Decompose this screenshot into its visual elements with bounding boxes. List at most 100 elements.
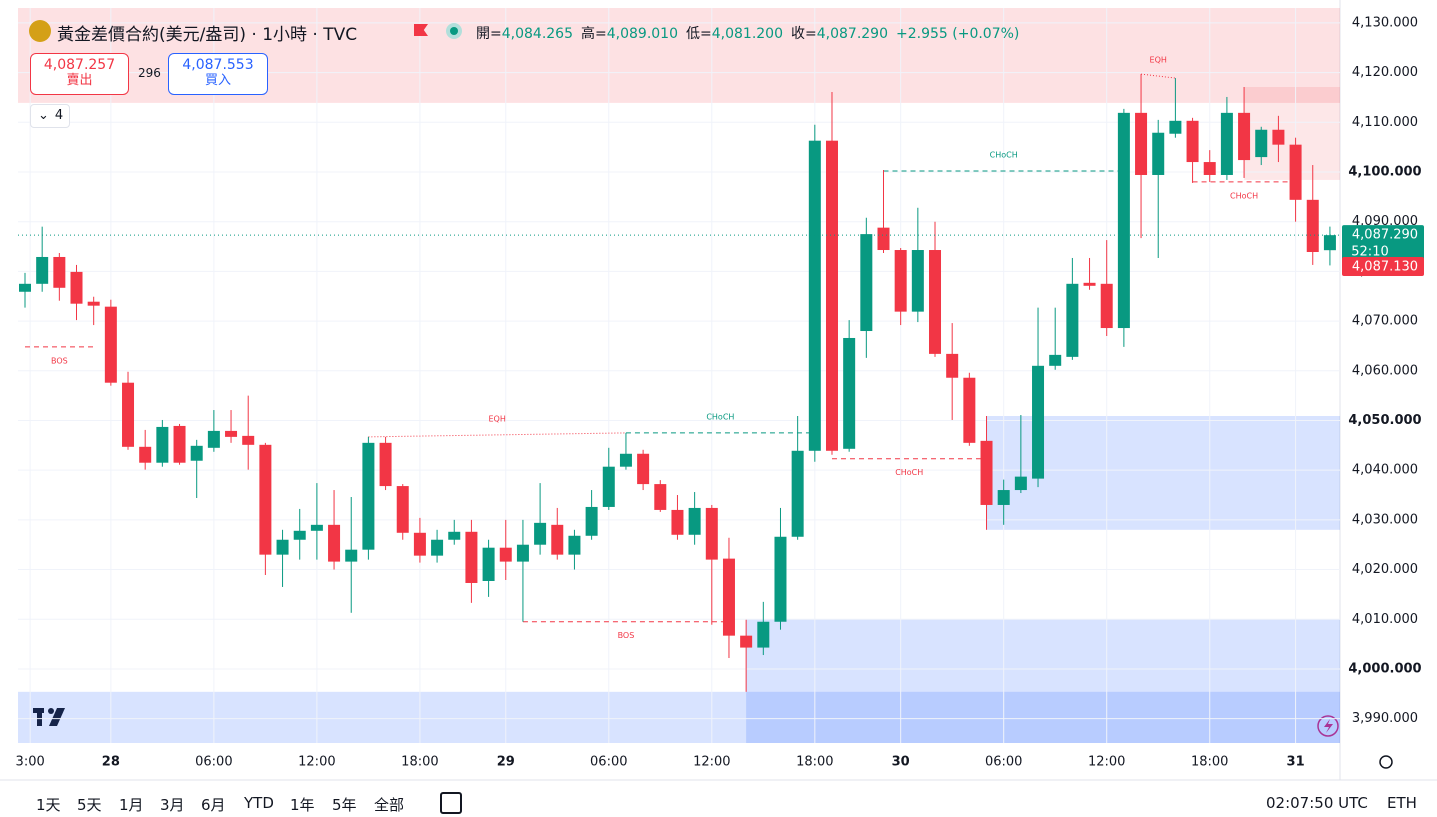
candle-body <box>1306 199 1319 253</box>
candle-body <box>1203 162 1216 175</box>
candle-body <box>362 442 375 550</box>
structure-label: CHoCH <box>895 468 923 477</box>
indicators-toggle[interactable]: ⌄ 4 <box>30 104 70 128</box>
last-price-label: 4,087.290 <box>1352 228 1418 243</box>
x-tick-label: 18:00 <box>1191 755 1228 770</box>
candle-body <box>534 522 547 545</box>
candle-body <box>293 530 306 540</box>
session[interactable]: ETH <box>1387 794 1417 812</box>
x-tick-label: 12:00 <box>298 755 335 770</box>
candle-body <box>980 440 993 505</box>
bid-label: 4,087.130 <box>1352 259 1418 274</box>
x-tick-label: 29 <box>497 755 515 770</box>
ohlc-value: 4,089.010 <box>606 26 678 42</box>
candle-body <box>122 382 135 447</box>
range-button[interactable]: 3月 <box>160 796 185 814</box>
candle-body <box>345 549 358 562</box>
candle-body <box>551 524 564 555</box>
market-status <box>446 23 462 39</box>
x-tick-label: 28 <box>102 755 120 770</box>
tv-logo <box>33 708 65 726</box>
structure-label: CHoCH <box>706 412 734 421</box>
candle-body <box>637 453 650 485</box>
candle-body <box>1169 120 1182 134</box>
candle-body <box>19 283 31 292</box>
candle-body <box>585 506 598 536</box>
structure-label: CHoCH <box>1230 191 1258 200</box>
candle-body <box>448 531 461 540</box>
candle-body <box>1117 112 1130 329</box>
alert-icon[interactable] <box>1317 715 1339 737</box>
settings-icon[interactable] <box>1379 755 1393 769</box>
indicator-count: 4 <box>54 108 64 123</box>
buy-button[interactable]: 4,087.553 買入 <box>168 53 268 95</box>
candle-body <box>499 547 512 562</box>
symbol-title[interactable]: 黃金差價合約(美元/盎司) · 1小時 · TVC <box>57 25 358 45</box>
candle-body <box>997 490 1010 505</box>
sell-label: 賣出 <box>66 73 93 88</box>
candle-body <box>894 250 907 312</box>
candle-body <box>1032 365 1045 479</box>
candle-body <box>156 426 169 463</box>
candle-body <box>963 377 976 443</box>
zone <box>746 619 1340 743</box>
range-button[interactable]: 1年 <box>290 796 315 814</box>
candle-body <box>808 140 821 451</box>
candle-body <box>946 353 959 378</box>
structure-line <box>368 432 626 438</box>
candle-body <box>688 507 701 535</box>
candle-body <box>87 301 100 306</box>
sell-button[interactable]: 4,087.257 賣出 <box>30 53 129 95</box>
zone <box>986 416 1340 530</box>
structure-label: EQH <box>488 414 505 423</box>
x-tick-label: 06:00 <box>590 755 627 770</box>
candle-body <box>860 234 873 332</box>
candle-body <box>757 621 770 648</box>
range-button[interactable]: 5年 <box>332 796 357 814</box>
y-tick-label: 4,020.000 <box>1352 562 1418 577</box>
candle-body <box>431 539 444 556</box>
flag-icon[interactable] <box>414 24 428 36</box>
change: +2.955 (+0.07%) <box>896 26 1020 42</box>
range-button[interactable]: YTD <box>244 794 274 812</box>
range-button[interactable]: 5天 <box>77 796 102 814</box>
y-tick-label: 4,030.000 <box>1352 512 1418 527</box>
zone <box>18 691 1340 743</box>
candle-body <box>722 558 735 636</box>
candle-body <box>654 484 667 510</box>
bid-tag <box>1342 256 1424 276</box>
candle-body <box>70 271 83 304</box>
structure-label: CHoCH <box>990 151 1018 160</box>
candle-body <box>1238 112 1251 161</box>
candle-body <box>705 507 718 560</box>
candle-body <box>1272 129 1285 145</box>
ohlc-label: 低= <box>686 26 712 42</box>
range-button[interactable]: 1天 <box>36 796 61 814</box>
x-tick-label: 06:00 <box>195 755 232 770</box>
candle-body <box>740 635 753 648</box>
candle-body <box>1255 129 1268 158</box>
y-tick-label: 4,110.000 <box>1352 115 1418 130</box>
ohlc-value: 4,081.200 <box>711 26 783 42</box>
structure-label: BOS <box>51 356 68 365</box>
ohlc-value: 4,084.265 <box>501 26 573 42</box>
candle-body <box>1014 476 1027 491</box>
y-tick-label: 4,010.000 <box>1352 612 1418 627</box>
candle-body <box>379 442 392 487</box>
range-button[interactable]: 全部 <box>374 796 405 814</box>
range-button[interactable]: 1月 <box>119 796 144 814</box>
range-button[interactable]: 6月 <box>201 796 226 814</box>
y-tick-label: 4,070.000 <box>1352 314 1418 329</box>
date-range-icon[interactable] <box>440 792 462 814</box>
last-price-tag <box>1342 225 1424 262</box>
candle-body <box>190 445 203 461</box>
structure-label: BOS <box>618 631 635 640</box>
candle-body <box>568 535 581 555</box>
y-tick-label: 4,060.000 <box>1352 363 1418 378</box>
chevron: ⌄ <box>38 108 49 123</box>
candle-body <box>1135 112 1148 175</box>
candle-body <box>413 532 426 556</box>
clock[interactable]: 02:07:50 UTC <box>1266 794 1368 812</box>
candle-body <box>104 306 117 383</box>
candle-body <box>173 425 186 463</box>
